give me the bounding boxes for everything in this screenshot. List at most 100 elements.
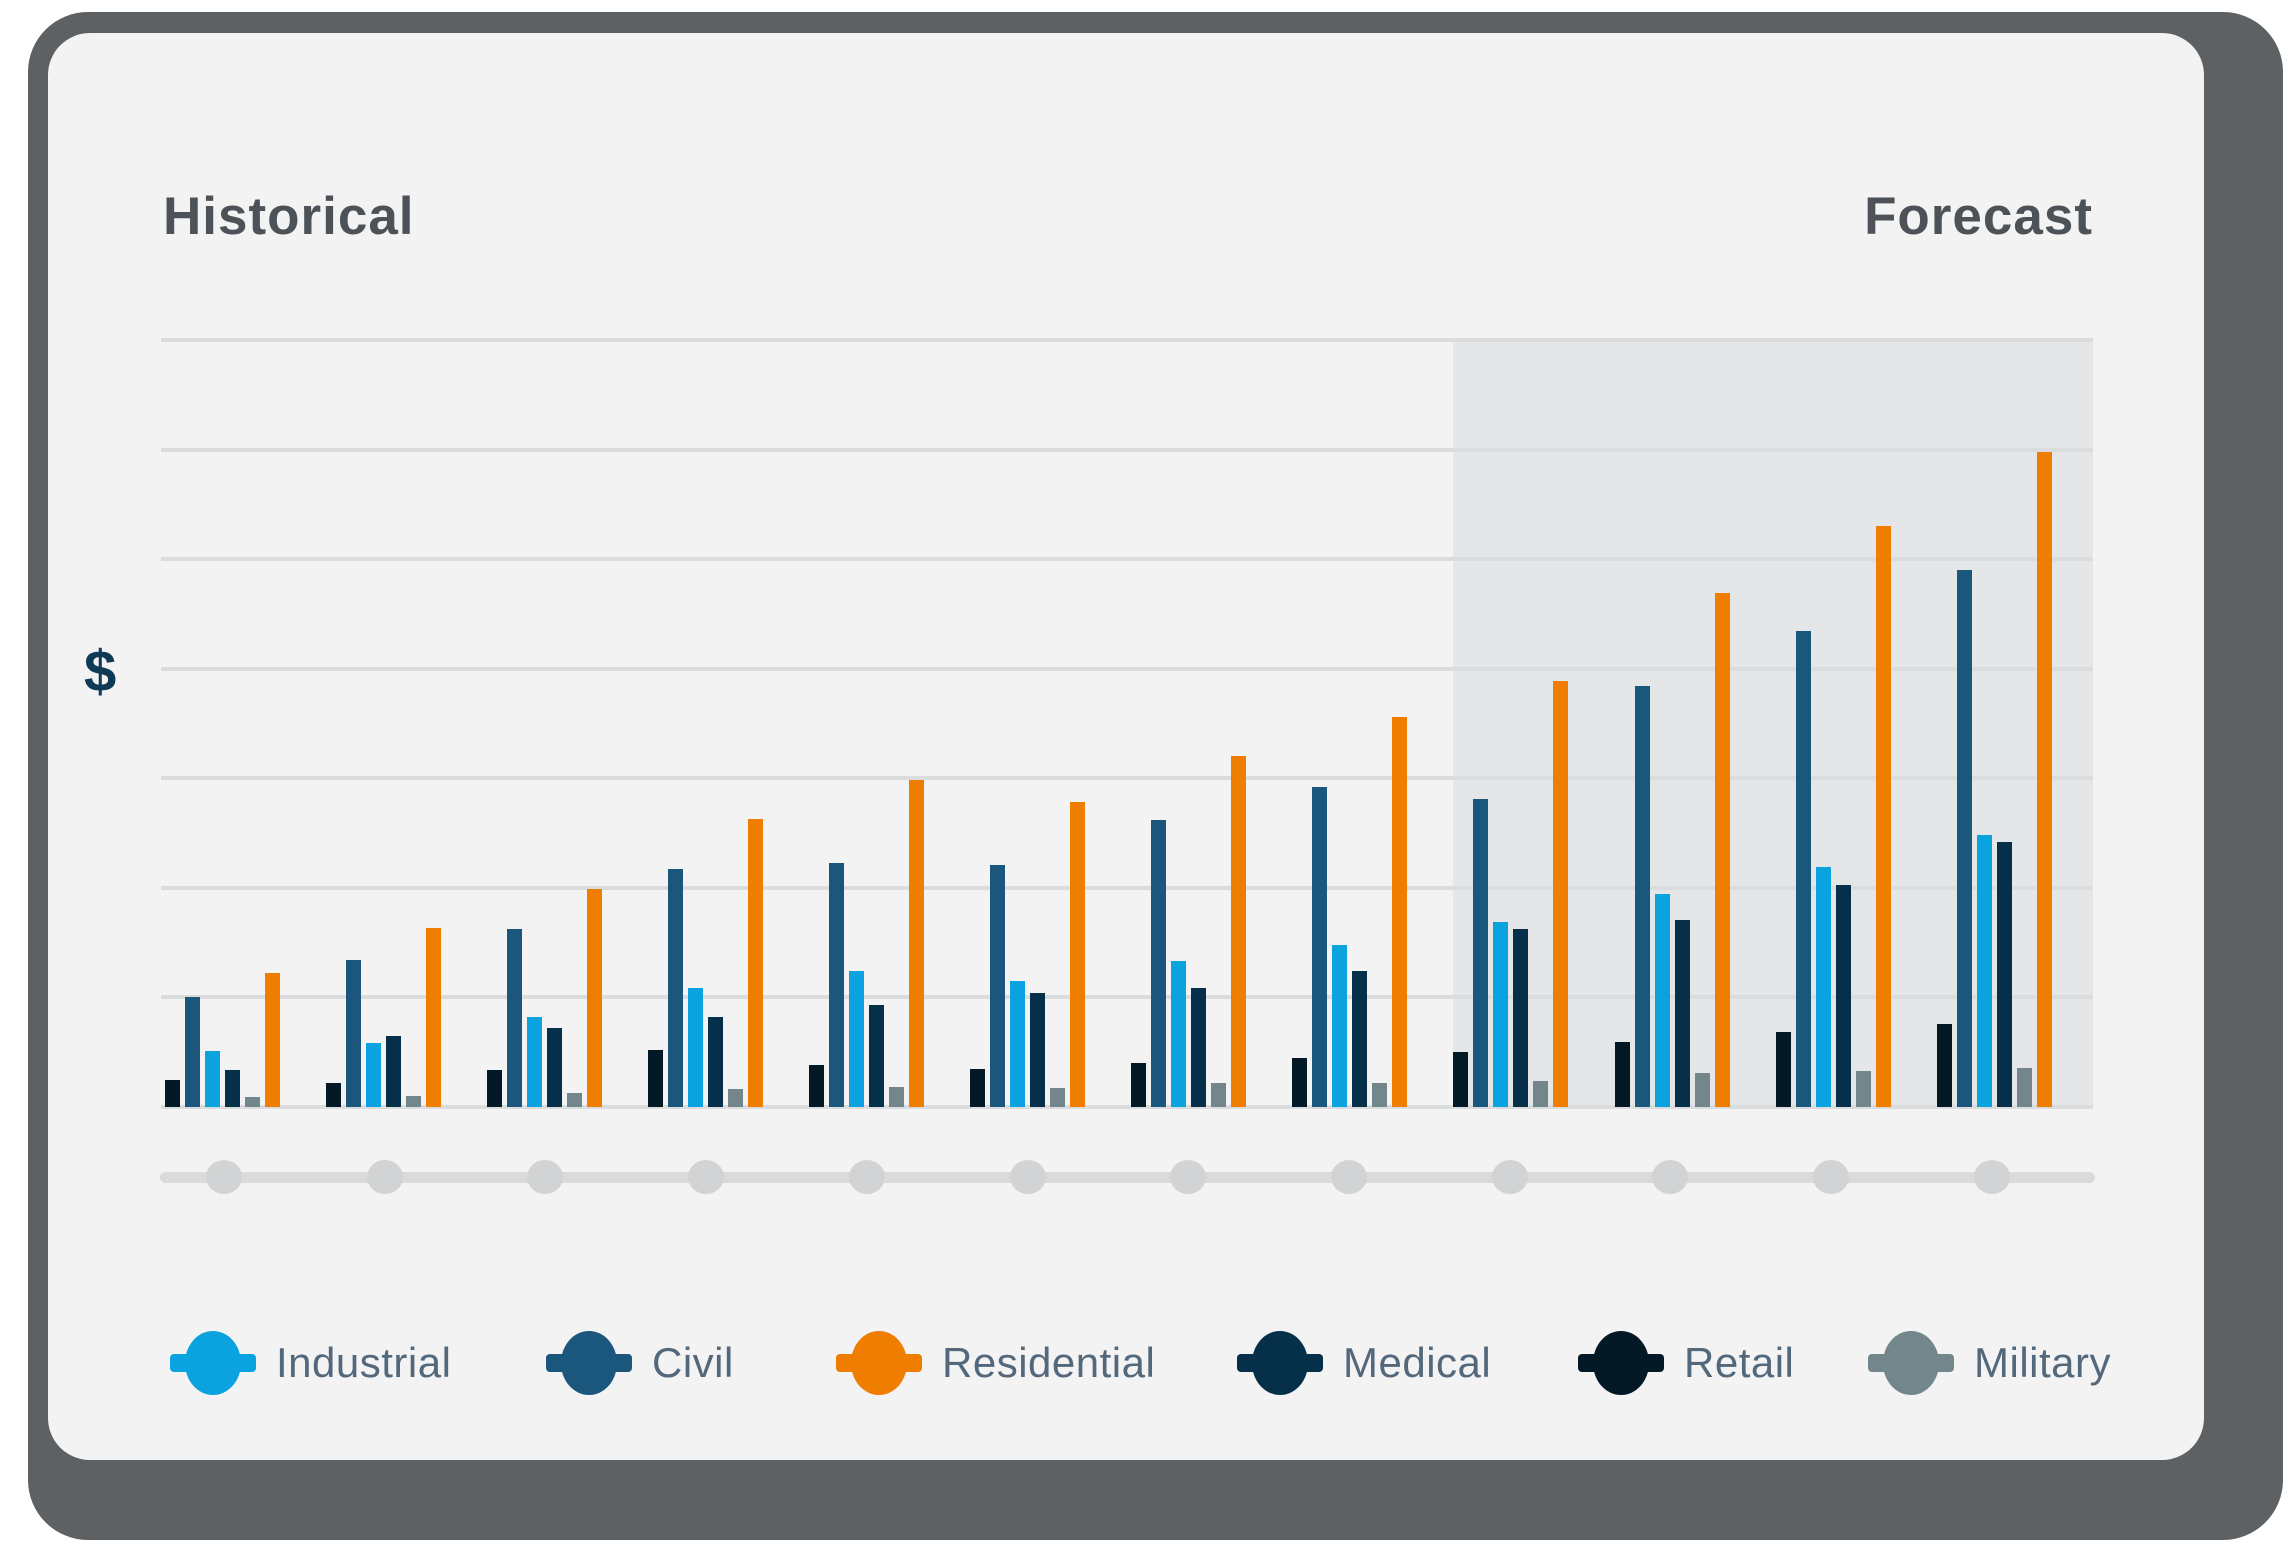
bar-civil-group-10 [1635, 686, 1650, 1107]
bar-industrial-group-3 [527, 1017, 542, 1107]
bar-medical-group-4 [708, 1017, 723, 1107]
bar-industrial-group-2 [366, 1043, 381, 1107]
bar-military-group-10 [1695, 1073, 1710, 1107]
bar-residential-group-10 [1715, 593, 1730, 1107]
bar-industrial-group-4 [688, 988, 703, 1107]
timeline-dot-5 [849, 1160, 885, 1194]
bar-residential-group-9 [1553, 681, 1568, 1107]
legend-bead-icon [1237, 1330, 1323, 1396]
legend-item-residential: Residential [836, 1330, 1155, 1396]
gridline [161, 886, 2093, 890]
bar-industrial-group-1 [205, 1051, 220, 1107]
bar-industrial-group-9 [1493, 922, 1508, 1107]
bar-military-group-2 [406, 1096, 421, 1107]
bar-civil-group-7 [1151, 820, 1166, 1107]
bar-medical-group-1 [225, 1070, 240, 1107]
gridline [161, 1105, 2093, 1109]
timeline-dot-2 [367, 1160, 403, 1194]
gridline [161, 448, 2093, 452]
bar-military-group-7 [1211, 1083, 1226, 1107]
bar-military-group-9 [1533, 1081, 1548, 1107]
timeline-dot-9 [1492, 1160, 1528, 1194]
timeline-dot-1 [206, 1160, 242, 1194]
legend-item-military: Military [1868, 1330, 2111, 1396]
legend-bead-icon [836, 1330, 922, 1396]
bar-retail-group-4 [648, 1050, 663, 1107]
bar-residential-group-1 [265, 973, 280, 1107]
timeline-line [160, 1172, 2095, 1183]
legend-bead-icon [1578, 1330, 1664, 1396]
bar-retail-group-3 [487, 1070, 502, 1107]
bar-residential-group-3 [587, 889, 602, 1107]
bar-military-group-6 [1050, 1088, 1065, 1107]
timeline-dot-8 [1331, 1160, 1367, 1194]
bar-residential-group-5 [909, 780, 924, 1107]
y-axis-dollar-label: $ [84, 639, 117, 704]
timeline-dot-10 [1652, 1160, 1688, 1194]
bar-medical-group-3 [547, 1028, 562, 1107]
legend-label: Civil [652, 1339, 734, 1386]
bar-medical-group-2 [386, 1036, 401, 1107]
bar-retail-group-6 [970, 1069, 985, 1107]
bar-medical-group-8 [1352, 971, 1367, 1107]
bar-medical-group-10 [1675, 920, 1690, 1107]
bar-civil-group-6 [990, 865, 1005, 1107]
bar-retail-group-8 [1292, 1058, 1307, 1107]
gridline [161, 557, 2093, 561]
bar-medical-group-12 [1997, 842, 2012, 1107]
bar-military-group-5 [889, 1087, 904, 1107]
bar-medical-group-7 [1191, 988, 1206, 1107]
bar-civil-group-3 [507, 929, 522, 1107]
historical-section-label: Historical [163, 187, 415, 246]
legend-item-medical: Medical [1237, 1330, 1491, 1396]
bar-residential-group-7 [1231, 756, 1246, 1107]
timeline-dot-3 [527, 1160, 563, 1194]
gridline [161, 338, 2093, 342]
legend-item-industrial: Industrial [170, 1330, 451, 1396]
bar-residential-group-8 [1392, 717, 1407, 1107]
bar-civil-group-12 [1957, 570, 1972, 1107]
gridline [161, 776, 2093, 780]
bar-civil-group-4 [668, 869, 683, 1107]
legend-label: Industrial [276, 1339, 452, 1386]
legend-label: Retail [1684, 1339, 1795, 1386]
legend-bead-icon [546, 1330, 632, 1396]
bar-residential-group-2 [426, 928, 441, 1107]
timeline-dot-7 [1170, 1160, 1206, 1194]
legend-label: Medical [1343, 1339, 1492, 1386]
bar-retail-group-11 [1776, 1032, 1791, 1107]
bar-civil-group-9 [1473, 799, 1488, 1107]
legend-item-retail: Retail [1578, 1330, 1794, 1396]
bar-medical-group-5 [869, 1005, 884, 1107]
legend-item-civil: Civil [546, 1330, 734, 1396]
bar-military-group-3 [567, 1093, 582, 1107]
legend-label: Military [1974, 1339, 2111, 1386]
bar-industrial-group-7 [1171, 961, 1186, 1107]
bar-residential-group-12 [2037, 452, 2052, 1107]
bar-industrial-group-11 [1816, 867, 1831, 1107]
bar-military-group-11 [1856, 1071, 1871, 1107]
bar-civil-group-8 [1312, 787, 1327, 1107]
bars-layer [161, 340, 2093, 1107]
bar-retail-group-5 [809, 1065, 824, 1107]
legend-bead-icon [170, 1330, 256, 1396]
bar-retail-group-9 [1453, 1052, 1468, 1107]
bar-retail-group-12 [1937, 1024, 1952, 1107]
bar-military-group-1 [245, 1097, 260, 1107]
bar-military-group-12 [2017, 1068, 2032, 1107]
bar-industrial-group-6 [1010, 981, 1025, 1107]
legend-label: Residential [942, 1339, 1156, 1386]
bar-civil-group-11 [1796, 631, 1811, 1107]
bar-civil-group-1 [185, 997, 200, 1107]
bar-military-group-4 [728, 1089, 743, 1107]
bar-retail-group-7 [1131, 1063, 1146, 1107]
plot-area [161, 338, 2093, 1109]
bar-industrial-group-10 [1655, 894, 1670, 1107]
bar-residential-group-6 [1070, 802, 1085, 1107]
bar-medical-group-6 [1030, 993, 1045, 1107]
gridline [161, 667, 2093, 671]
timeline-dot-6 [1010, 1160, 1046, 1194]
bar-residential-group-11 [1876, 526, 1891, 1107]
bar-civil-group-5 [829, 863, 844, 1107]
